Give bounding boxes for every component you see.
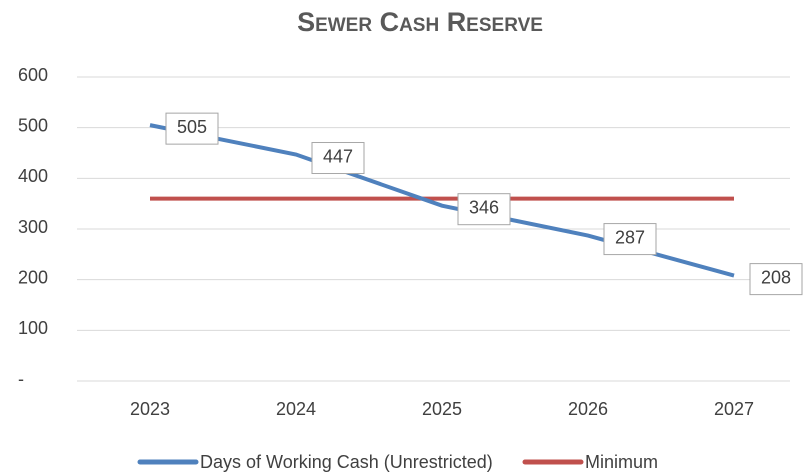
x-tick-label: 2026 bbox=[568, 399, 608, 419]
y-tick-label: 600 bbox=[18, 65, 48, 85]
x-tick-label: 2025 bbox=[422, 399, 462, 419]
data-label-box bbox=[603, 223, 657, 256]
data-label-box bbox=[457, 193, 511, 226]
data-label: 346 bbox=[469, 197, 499, 217]
y-tick-label: 500 bbox=[18, 115, 48, 135]
y-tick-label: 200 bbox=[18, 267, 48, 287]
legend-label: Minimum bbox=[585, 452, 658, 472]
y-tick-label: - bbox=[18, 369, 24, 389]
data-label: 505 bbox=[177, 117, 207, 137]
x-tick-label: 2024 bbox=[276, 399, 316, 419]
data-label-box bbox=[311, 142, 365, 175]
data-label-box bbox=[165, 112, 219, 145]
legend-label: Days of Working Cash (Unrestricted) bbox=[200, 452, 493, 472]
data-label: 208 bbox=[761, 267, 791, 287]
y-tick-label: 100 bbox=[18, 318, 48, 338]
chart-title: Sewer Cash Reserve bbox=[297, 7, 543, 37]
y-tick-label: 400 bbox=[18, 166, 48, 186]
x-tick-label: 2027 bbox=[714, 399, 754, 419]
x-tick-label: 2023 bbox=[130, 399, 170, 419]
data-label-box bbox=[749, 263, 803, 296]
y-tick-label: 300 bbox=[18, 217, 48, 237]
data-label: 447 bbox=[323, 146, 353, 166]
data-label: 287 bbox=[615, 227, 645, 247]
